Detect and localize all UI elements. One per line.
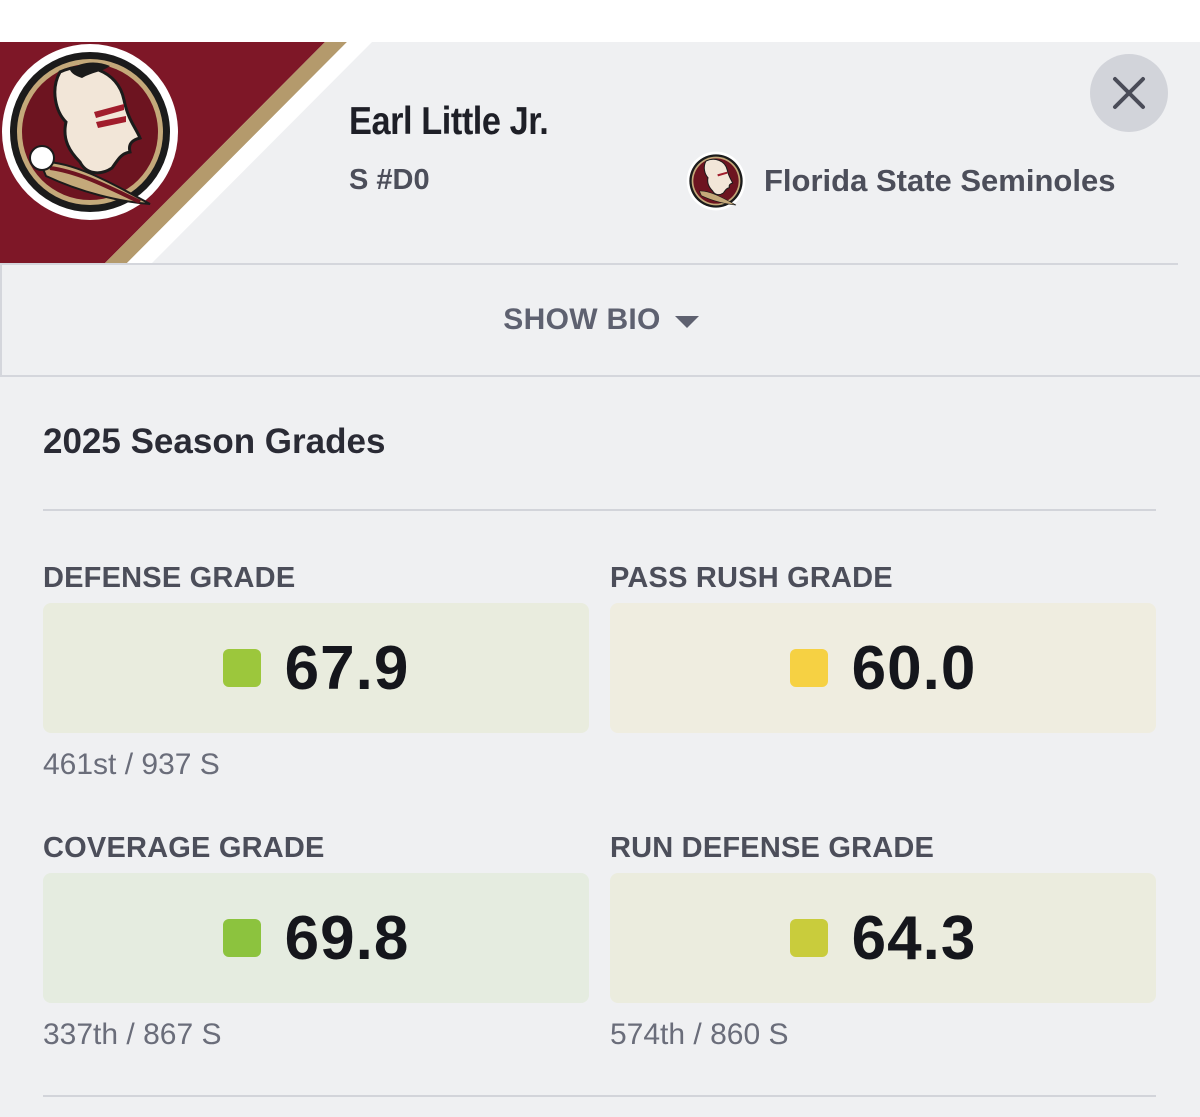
section-title: 2025 Season Grades xyxy=(43,422,386,461)
close-button[interactable] xyxy=(1090,54,1168,132)
grade-rank: 574th / 860 S xyxy=(610,1018,789,1051)
team-name: Florida State Seminoles xyxy=(764,163,1116,198)
header-divider xyxy=(0,263,1178,265)
player-position-number: S #D0 xyxy=(349,164,430,196)
show-bio-toggle[interactable]: SHOW BIO xyxy=(0,265,1200,375)
grade-label: DEFENSE GRADE xyxy=(43,562,296,594)
grade-rank: 461st / 937 S xyxy=(43,748,220,781)
grade-box[interactable]: 67.9 xyxy=(43,603,589,733)
grade-value: 67.9 xyxy=(284,633,410,703)
close-icon xyxy=(1113,77,1145,109)
grade-color-swatch xyxy=(789,649,828,687)
grade-color-swatch xyxy=(222,919,261,957)
team-banner xyxy=(0,42,380,264)
player-name: Earl Little Jr. xyxy=(349,100,549,143)
grade-box[interactable]: 69.8 xyxy=(43,873,589,1003)
grade-label: RUN DEFENSE GRADE xyxy=(610,832,935,864)
grade-label: PASS RUSH GRADE xyxy=(610,562,893,594)
grade-value: 60.0 xyxy=(851,633,977,703)
bottom-divider xyxy=(43,1095,1156,1097)
show-bio-label: SHOW BIO xyxy=(503,303,661,336)
grade-label: COVERAGE GRADE xyxy=(43,832,325,864)
grade-value: 64.3 xyxy=(851,903,977,973)
bio-divider xyxy=(0,375,1200,377)
top-margin xyxy=(0,0,1200,42)
grade-box[interactable]: 60.0 xyxy=(610,603,1156,733)
grade-color-swatch xyxy=(222,649,261,687)
grade-box[interactable]: 64.3 xyxy=(610,873,1156,1003)
seminoles-logo xyxy=(2,44,178,220)
chevron-down-icon xyxy=(674,316,699,328)
seminoles-logo-small xyxy=(686,151,746,211)
grade-rank: 337th / 867 S xyxy=(43,1018,222,1051)
player-card-panel: Earl Little Jr. S #D0 Florida State Semi… xyxy=(0,42,1200,1117)
grade-color-swatch xyxy=(789,919,828,957)
team-link[interactable]: Florida State Seminoles xyxy=(686,150,1115,212)
section-divider xyxy=(43,509,1156,511)
grade-value: 69.8 xyxy=(284,903,410,973)
